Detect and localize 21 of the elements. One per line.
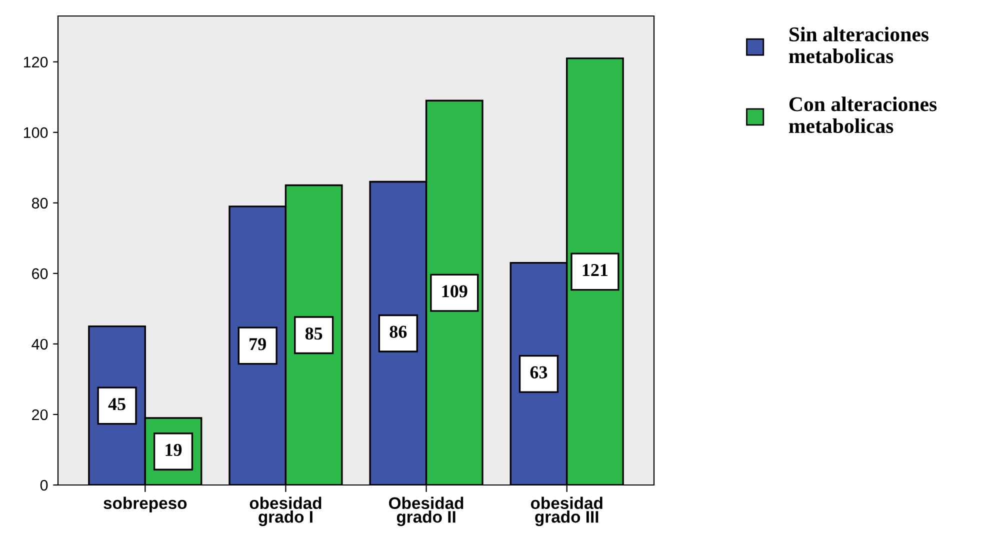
y-tick-label: 0: [40, 480, 48, 491]
y-tick-label: 40: [32, 338, 48, 350]
data-label: 85: [305, 327, 322, 340]
y-tick-label: 20: [32, 409, 48, 420]
data-label: 45: [108, 398, 126, 410]
y-tick-label: 100: [24, 127, 48, 138]
y-tick-label: 80: [32, 198, 48, 209]
x-tick-label: obesidad grado I: [250, 496, 322, 526]
data-label: 109: [442, 285, 468, 298]
y-tick-label: 60: [32, 268, 48, 280]
data-label: 19: [166, 444, 182, 456]
x-tick-label: Obesidad grado II: [389, 496, 464, 526]
data-label: 121: [582, 264, 608, 276]
data-label: 63: [530, 366, 548, 378]
data-label: 86: [390, 326, 407, 338]
y-tick-label: 120: [24, 56, 48, 68]
x-tick-label: obesidad grado III: [530, 496, 602, 526]
legend-label: Sin alteraciones metabolicas: [788, 26, 929, 64]
data-label: 79: [250, 338, 266, 350]
x-tick-label: sobrepeso: [104, 496, 187, 512]
legend-label: Con alteraciones metabolicas: [788, 96, 937, 134]
